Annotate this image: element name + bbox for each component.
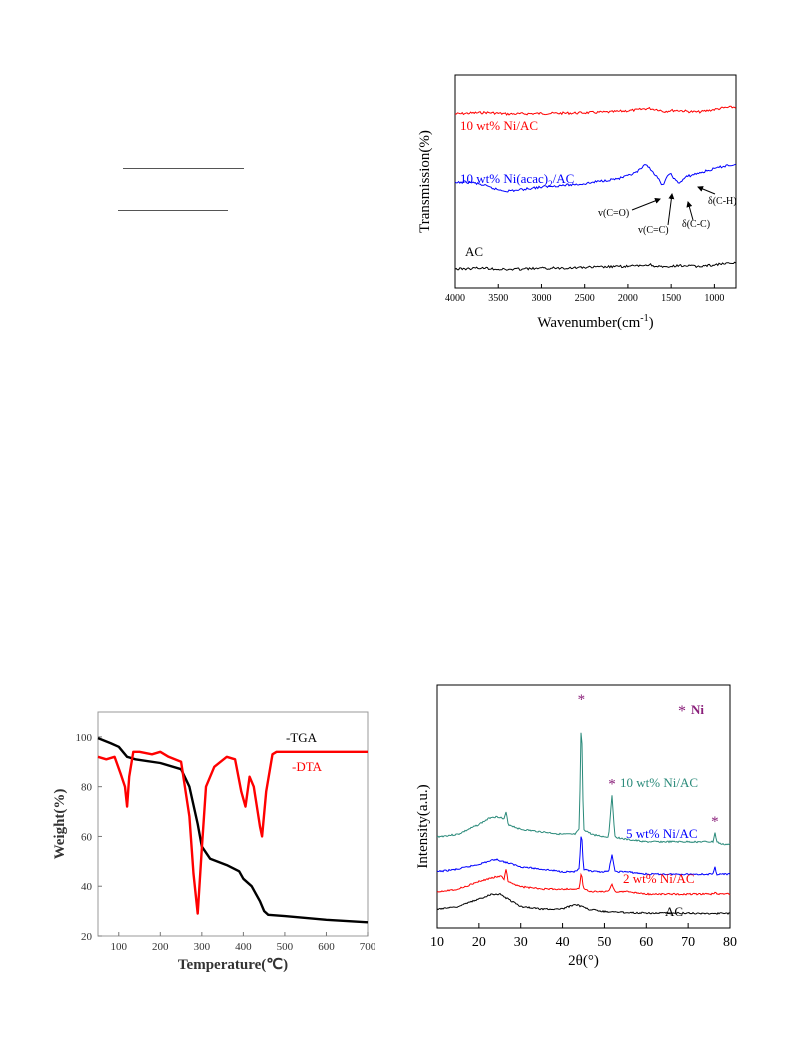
tga-x-tick-label: 300	[194, 941, 211, 953]
xrd-x-tick-label: 30	[514, 935, 528, 950]
ftir-x-tick-label: 3500	[488, 293, 508, 304]
xrd-series-label: AC	[665, 904, 683, 919]
tga-series-line	[97, 750, 368, 915]
xrd-x-axis-label: 2θ(°)	[568, 953, 599, 969]
ftir-svg: 4000 3500 3000 2500 2000 1500 1000 Wavenumber(c…	[417, 74, 737, 331]
ftir-x-tick-label: 1000	[704, 293, 724, 304]
tga-x-tick-label: 200	[152, 941, 169, 953]
ftir-series-line	[454, 105, 737, 116]
ftir-series-label-part: 10 wt% Ni/AC	[460, 118, 538, 133]
tga-y-axis-label: Weight(%)	[52, 789, 68, 860]
tga-x-tick-label: 100	[111, 941, 128, 953]
xrd-series-line	[436, 869, 731, 896]
tga-x-tick-label: 600	[318, 941, 335, 953]
tga-y-tick-label: 20	[81, 931, 93, 943]
ftir-plot-frame	[454, 74, 737, 289]
xrd-peak-marker: *	[711, 814, 719, 830]
tga-x-axis-label: Temperature(℃)	[178, 957, 288, 973]
ftir-annotation-label: δ(C-H)	[708, 196, 737, 207]
xrd-y-axis-label: Intensity(a.u.)	[415, 784, 431, 868]
xrd-peak-marker: *	[608, 777, 616, 793]
tga-y-tick-label: 60	[81, 831, 93, 843]
xrd-svg: 10 20 30 40 50 60 70 80 2θ(°) Intensity(a.u.) 10 w…	[415, 684, 737, 969]
ftir-x-tick-label: 1500	[661, 293, 681, 304]
ftir-series-label-part: 10 wt% Ni(acac)	[460, 171, 548, 186]
ftir-annotation-arrow	[686, 201, 694, 221]
ftir-x-tick-label: 4000	[445, 293, 465, 304]
xrd-chart: 10 20 30 40 50 60 70 80 2θ(°) Intensity(a.u.) 10 w…	[410, 680, 745, 980]
tga-svg: 100 200 300 400 500 600 700 20 40 60 80 100 Temperat…	[52, 711, 377, 973]
ftir-series-label: AC	[465, 244, 483, 259]
xrd-x-tick-label: 10	[430, 935, 444, 950]
ftir-series-label-part: /AC	[553, 171, 575, 186]
xrd-legend-text: Ni	[691, 702, 704, 717]
tga-plot-frame	[97, 711, 369, 937]
rule-2	[118, 210, 228, 211]
tga-x-tick-label: 500	[277, 941, 294, 953]
xrd-series-label: 10 wt% Ni/AC	[620, 775, 698, 790]
xrd-series-line	[436, 836, 731, 876]
xrd-x-tick-label: 60	[639, 935, 653, 950]
rule-1	[123, 168, 244, 169]
tga-y-tick-label: 40	[81, 881, 93, 893]
ftir-annotation-label: v(C=O)	[598, 208, 629, 219]
ftir-annotation-arrow	[667, 193, 675, 226]
xrd-legend-marker: *	[678, 703, 686, 720]
xrd-series-label: 2 wt% Ni/AC	[623, 871, 695, 886]
ftir-series-label-part: AC	[465, 244, 483, 259]
ftir-annotation-arrow	[697, 186, 716, 195]
tga-y-tick-label: 80	[81, 782, 93, 794]
ftir-x-tick-label: 3000	[531, 293, 551, 304]
xrd-series-line	[436, 892, 731, 915]
tga-chart: 100 200 300 400 500 600 700 20 40 60 80 100 Temperat…	[50, 700, 377, 980]
xrd-x-tick-label: 80	[723, 935, 737, 950]
ftir-annotation-label: v(C=C)	[638, 225, 669, 236]
xrd-x-tick-label: 20	[472, 935, 486, 950]
ftir-chart: 4000 3500 3000 2500 2000 1500 1000 Wavenumber(c…	[410, 70, 740, 340]
ftir-x-axis-label-main: Wavenumber(cm	[537, 315, 640, 331]
tga-x-tick-label: 400	[235, 941, 252, 953]
ftir-annotation-arrow	[631, 198, 661, 211]
xrd-peak-marker: *	[578, 692, 586, 708]
ftir-series-line	[454, 163, 736, 193]
xrd-plot-frame	[436, 684, 731, 929]
ftir-series-label: 10 wt% Ni(acac)2/AC	[460, 171, 574, 189]
xrd-x-tick-label: 50	[597, 935, 611, 950]
ftir-series-line	[454, 261, 737, 271]
tga-y-tick-label: 100	[76, 732, 93, 744]
ftir-annotation-label: δ(C-C)	[682, 219, 710, 230]
xrd-series-line	[436, 732, 731, 846]
tga-legend-tga: -TGA	[286, 730, 318, 745]
ftir-x-axis-label-tail: )	[649, 315, 654, 331]
xrd-series-label: 5 wt% Ni/AC	[626, 826, 698, 841]
ftir-y-axis-label: Transmission(%)	[417, 130, 433, 233]
ftir-x-axis-label-sup: -1	[640, 313, 648, 324]
tga-x-tick-label: 700	[360, 941, 375, 953]
ftir-x-tick-label: 2000	[618, 293, 638, 304]
tga-series-line	[97, 736, 369, 924]
ftir-series-label-part: 2	[548, 179, 553, 189]
ftir-x-axis-label: Wavenumber(cm-1)	[537, 313, 653, 331]
xrd-x-tick-label: 70	[681, 935, 695, 950]
xrd-x-tick-label: 40	[556, 935, 570, 950]
ftir-x-tick-label: 2500	[575, 293, 595, 304]
tga-legend-dta: -DTA	[292, 759, 323, 774]
ftir-series-label: 10 wt% Ni/AC	[460, 118, 538, 133]
